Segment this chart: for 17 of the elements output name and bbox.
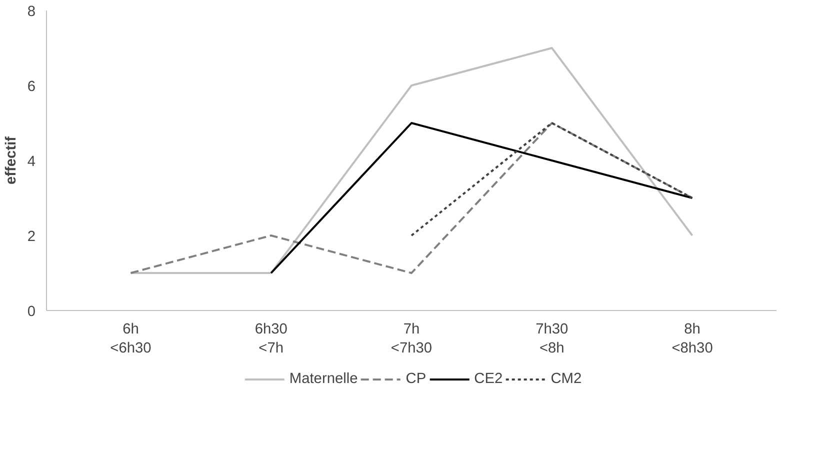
line-series [130, 47, 694, 274]
y-tick-label: 8 [27, 4, 36, 20]
y-tick-label: 4 [27, 154, 36, 170]
x-tick-label: 7h <7h30 [390, 322, 432, 357]
legend-label: CM2 [550, 371, 582, 387]
legend-label: Maternelle [289, 371, 358, 387]
y-tick-label: 0 [27, 304, 36, 320]
x-tick-label: 8h <8h30 [672, 322, 713, 357]
x-tick-label: 6h30 <7h [254, 322, 288, 357]
legend-label: CP [406, 371, 426, 387]
x-tick-label: 6h <6h30 [110, 322, 152, 357]
y-axis-title: effectif [3, 136, 20, 185]
x-tick-label: 7h30 <8h [536, 322, 568, 357]
line-series [270, 122, 694, 274]
y-tick-label: 6 [27, 79, 36, 95]
y-tick-label: 2 [27, 229, 36, 245]
legend-label: CE2 [474, 371, 503, 387]
